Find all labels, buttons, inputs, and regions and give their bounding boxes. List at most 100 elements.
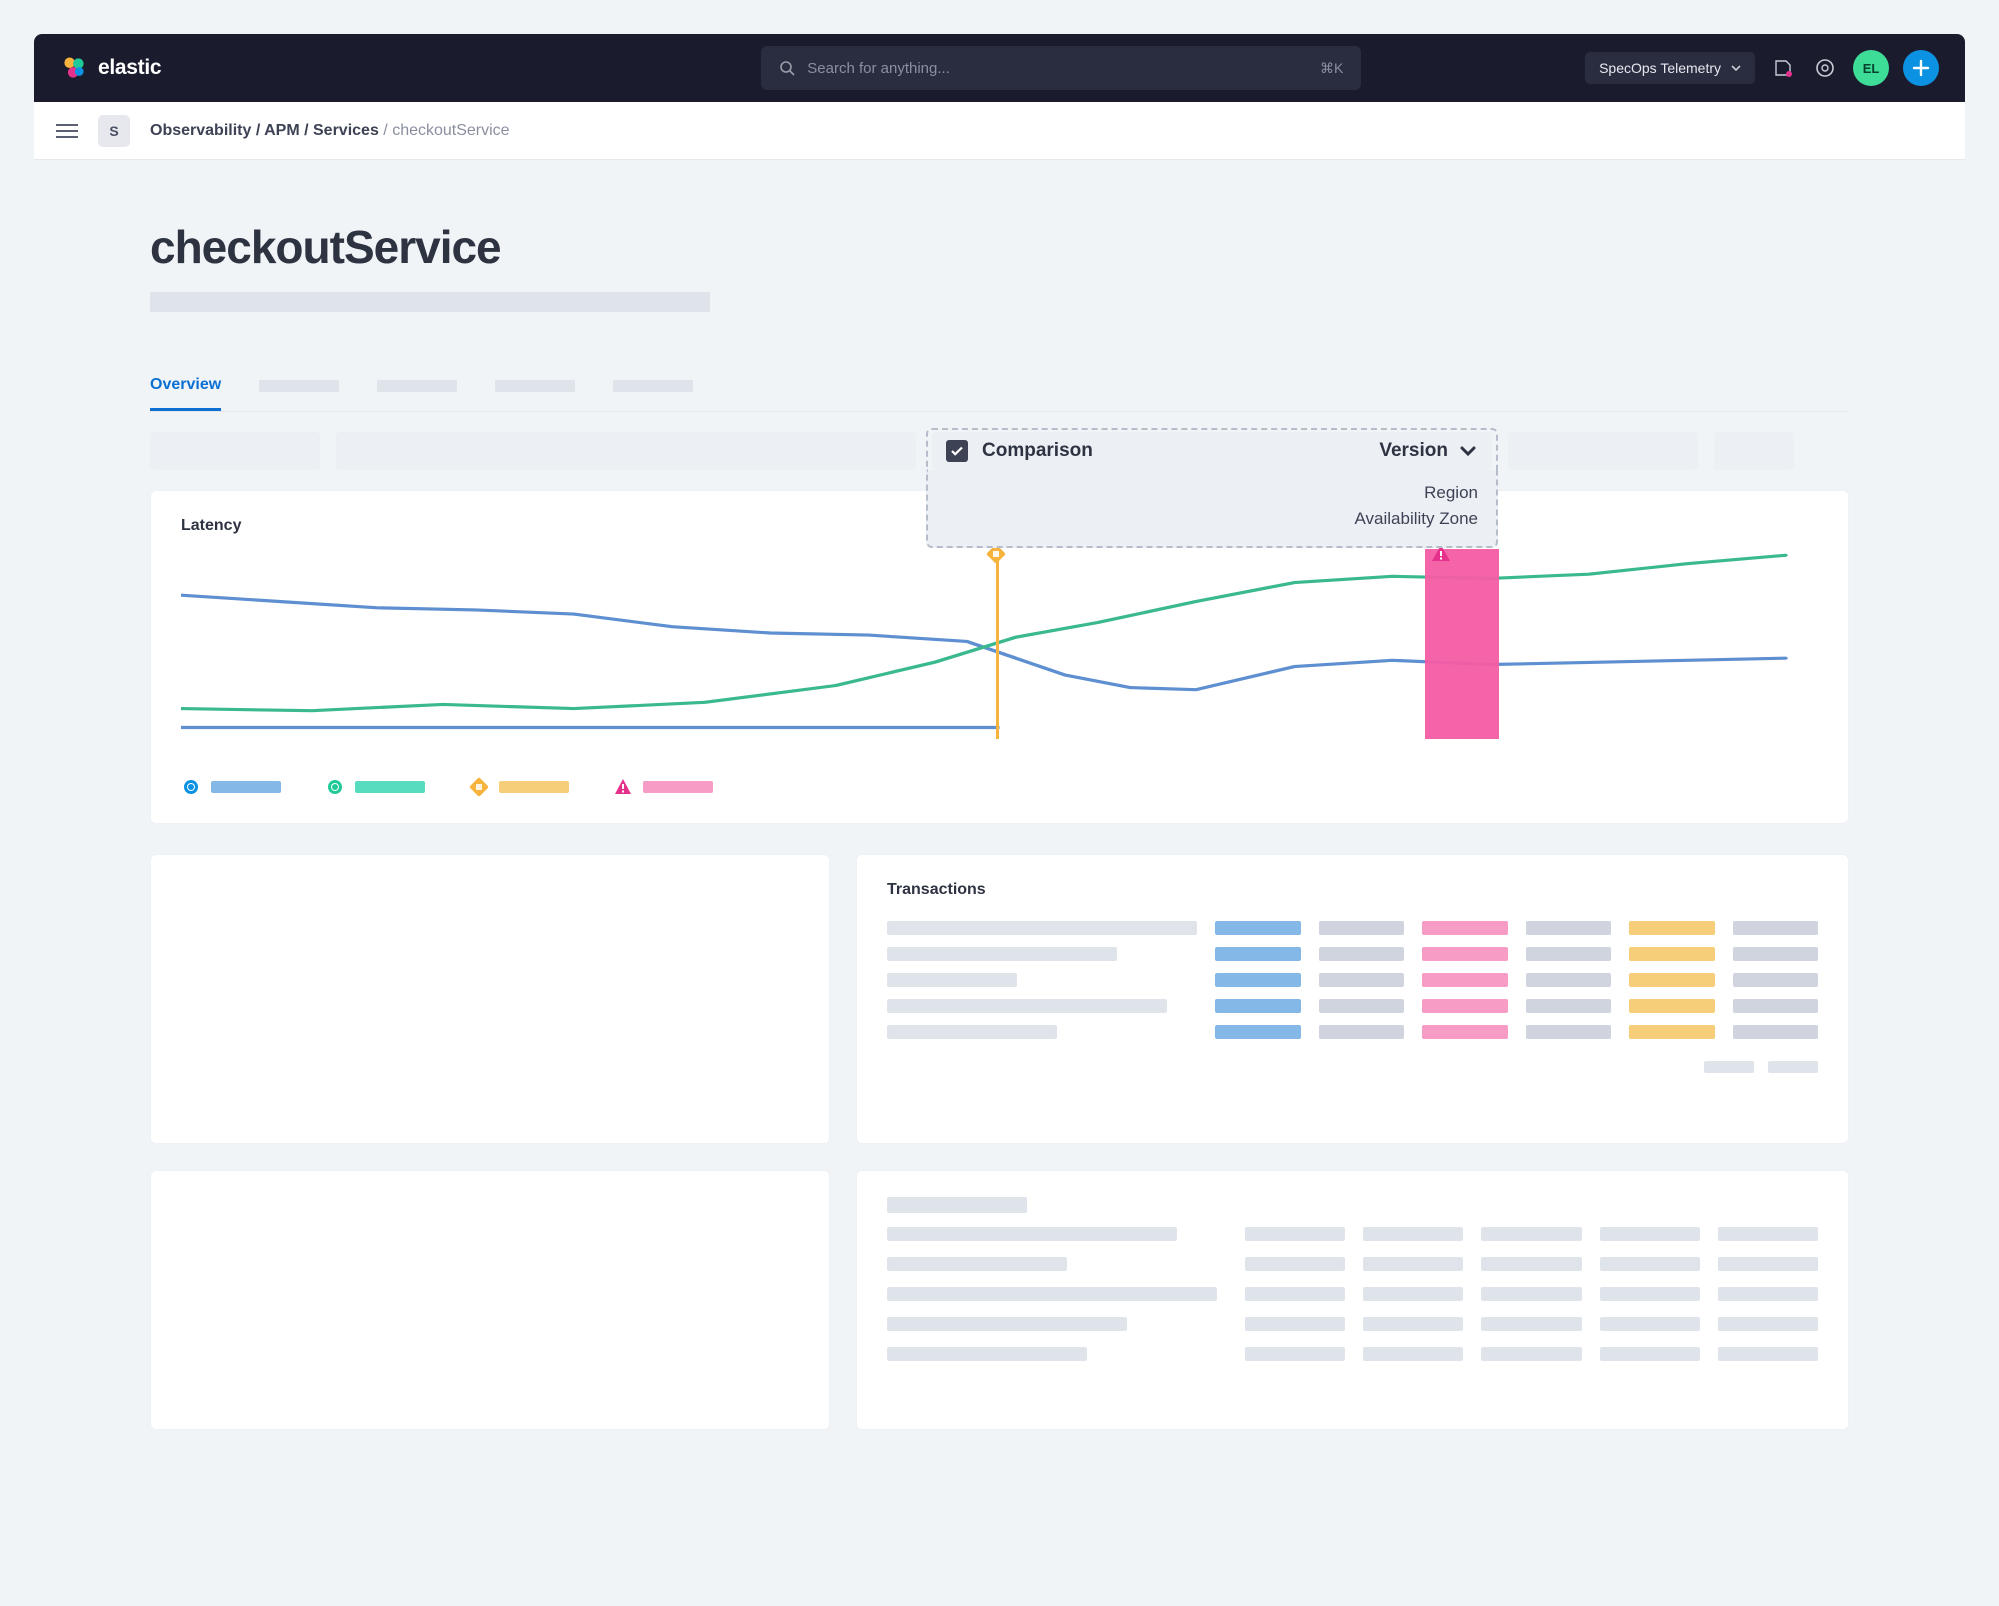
cell-placeholder [1600,1227,1700,1241]
metric-cell [1733,921,1819,935]
space-selector[interactable]: SpecOps Telemetry [1585,52,1755,84]
transactions-grid [887,921,1818,1039]
search-icon [779,60,795,76]
legend-item[interactable] [469,777,569,797]
filter-placeholder[interactable] [1714,432,1794,470]
transaction-name-placeholder[interactable] [887,921,1197,935]
transaction-name-placeholder[interactable] [887,973,1017,987]
breadcrumb-path[interactable]: Observability / APM / Services [150,122,379,139]
cell-placeholder [1718,1317,1818,1331]
transaction-name-placeholder[interactable] [887,999,1167,1013]
top-nav: elastic ⌘K SpecOps Telemetry [34,34,1965,102]
filter-placeholder[interactable] [336,432,916,470]
deploy-line [996,552,999,739]
pager-placeholder[interactable] [1704,1061,1754,1073]
metric-cell [1319,999,1405,1013]
transactions-title: Transactions [887,881,1818,899]
cell-placeholder [1245,1227,1345,1241]
row-label-placeholder [887,1347,1087,1361]
metric-cell [1733,973,1819,987]
tab-placeholder[interactable] [613,380,693,392]
metric-cell [1422,921,1508,935]
cell-placeholder [1600,1257,1700,1271]
metric-cell [1215,921,1301,935]
cell-placeholder [1600,1347,1700,1361]
latency-chart [181,549,1818,759]
comparison-option[interactable]: Availability Zone [946,506,1478,532]
news-icon[interactable] [1769,54,1797,82]
circle-icon [325,777,345,797]
breadcrumb-leaf: / checkoutService [383,122,509,139]
metric-cell [1422,947,1508,961]
legend-item[interactable] [325,777,425,797]
comparison-checkbox[interactable] [946,440,968,462]
user-avatar[interactable]: EL [1853,50,1889,86]
metric-cell [1629,1025,1715,1039]
metric-cell [1526,1025,1612,1039]
metric-cell [1319,1025,1405,1039]
panel-title-placeholder [887,1197,1027,1213]
pager-placeholder[interactable] [1768,1061,1818,1073]
metric-cell [1629,921,1715,935]
help-icon[interactable] [1811,54,1839,82]
cell-placeholder [1718,1257,1818,1271]
cell-placeholder [1245,1287,1345,1301]
chart-legend [181,777,1818,797]
legend-bar [499,781,569,793]
cell-placeholder [1363,1347,1463,1361]
search-input[interactable] [807,60,1308,77]
search-shortcut: ⌘K [1320,60,1343,77]
chevron-down-icon [1458,441,1478,461]
metric-cell [1215,1025,1301,1039]
metric-cell [1629,999,1715,1013]
filter-placeholder[interactable] [1508,432,1698,470]
metric-cell [1733,1025,1819,1039]
filter-row: Comparison Version Region Availability Z… [150,432,1849,470]
row-label-placeholder [887,1227,1177,1241]
metric-cell [1629,947,1715,961]
legend-bar [643,781,713,793]
cell-placeholder [1481,1347,1581,1361]
cell-placeholder [1245,1257,1345,1271]
metric-cell [1319,947,1405,961]
comparison-option[interactable]: Region [946,480,1478,506]
cell-placeholder [1245,1317,1345,1331]
comparison-label: Comparison [982,440,1093,462]
metric-cell [1526,973,1612,987]
tabs: Overview [150,362,1849,412]
chevron-down-icon [1731,63,1741,73]
add-button[interactable] [1903,50,1939,86]
tab-placeholder[interactable] [495,380,575,392]
circle-icon [181,777,201,797]
filter-placeholder[interactable] [150,432,320,470]
cell-placeholder [1481,1317,1581,1331]
transaction-name-placeholder[interactable] [887,1025,1057,1039]
nav-toggle[interactable] [56,120,78,142]
cell-placeholder [1718,1347,1818,1361]
metric-cell [1526,921,1612,935]
metric-cell [1526,947,1612,961]
check-icon [950,444,964,458]
legend-item[interactable] [181,777,281,797]
transaction-name-placeholder[interactable] [887,947,1117,961]
tab-placeholder[interactable] [259,380,339,392]
side-panel-1 [150,854,830,1144]
alert-icon [613,777,633,797]
metric-cell [1629,973,1715,987]
global-search[interactable]: ⌘K [761,46,1361,90]
tab-placeholder[interactable] [377,380,457,392]
cell-placeholder [1481,1257,1581,1271]
metric-cell [1422,1025,1508,1039]
tab-overview[interactable]: Overview [150,362,221,411]
legend-item[interactable] [613,777,713,797]
comparison-toggle[interactable]: Comparison Version Region Availability Z… [932,432,1492,470]
metric-cell [1422,999,1508,1013]
cell-placeholder [1363,1317,1463,1331]
space-badge[interactable]: S [98,115,130,147]
cell-placeholder [1718,1287,1818,1301]
cell-placeholder [1245,1347,1345,1361]
brand-logo[interactable]: elastic [60,54,161,82]
row-label-placeholder [887,1287,1217,1301]
cell-placeholder [1600,1317,1700,1331]
metric-cell [1319,921,1405,935]
